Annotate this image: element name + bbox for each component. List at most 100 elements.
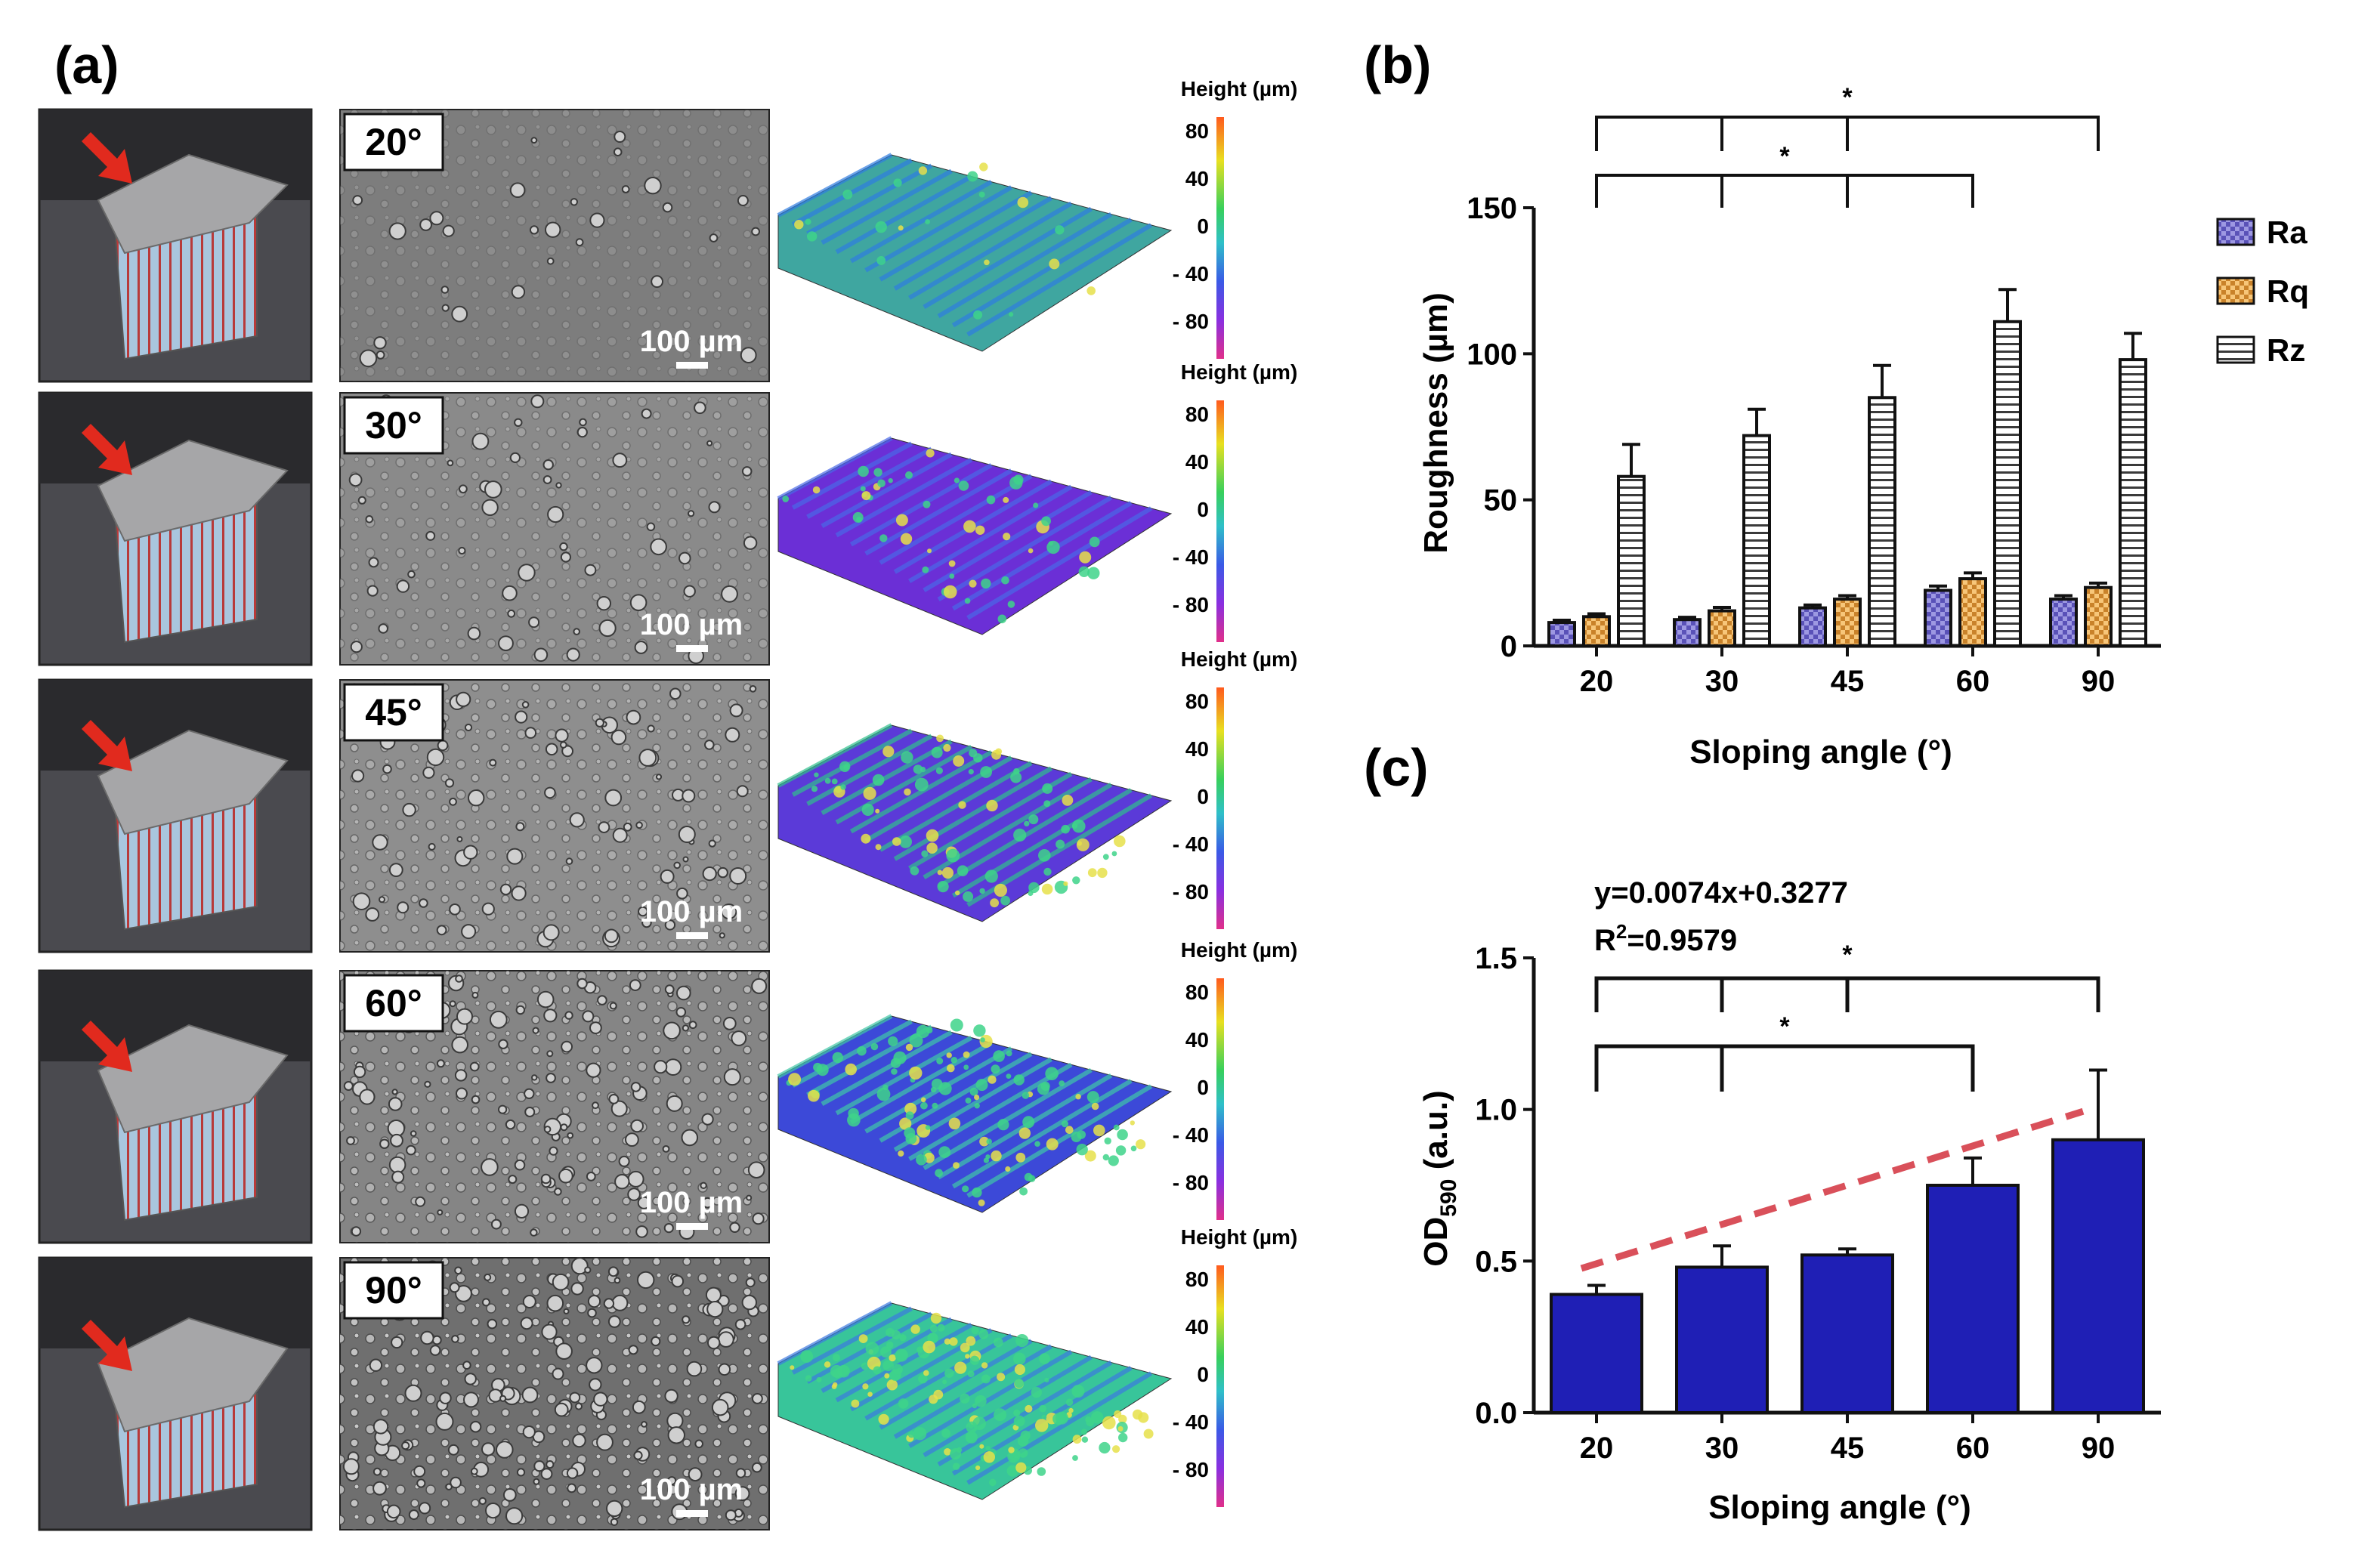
angle-label-box xyxy=(343,1261,444,1320)
scale-bar xyxy=(676,362,708,369)
colorbar-tick-label: 40 xyxy=(1185,1315,1209,1339)
angle-label-box xyxy=(343,974,444,1033)
bar-rz-30 xyxy=(1742,434,1771,647)
bar-rq-30 xyxy=(1708,609,1736,647)
height-colorbar: Height (µm) 80 40 0 - 40 - 80 xyxy=(1173,938,1297,1220)
colorbar-tick-label: 80 xyxy=(1185,690,1209,713)
significance-star: * xyxy=(1779,142,1790,171)
colorbar-tick-label: - 40 xyxy=(1173,545,1209,569)
fit-r-sup: 2 xyxy=(1616,920,1627,943)
bar-od590-20 xyxy=(1550,1293,1643,1414)
bar-rq-20 xyxy=(1582,615,1611,647)
colorbar-title: Height (µm) xyxy=(1181,360,1298,384)
angle-label-box xyxy=(343,113,444,171)
height-map-3d xyxy=(777,1301,1173,1500)
bar-ra-20 xyxy=(1547,621,1576,647)
x-tick-label: 45 xyxy=(1831,1432,1865,1465)
scale-bar xyxy=(676,1510,708,1517)
fit-r-main: R xyxy=(1594,924,1616,957)
colorbar-tick-label: 80 xyxy=(1185,403,1209,426)
chart-c-ylabel-main: OD xyxy=(1417,1217,1454,1267)
chart-c-ylabel: OD590 (a.u.) xyxy=(1417,1090,1461,1266)
od590-chart: 0.0 0.5 1.0 1.5 20 30 45 60 90 * * Sloping angle (… xyxy=(1417,876,2161,1526)
fit-r-value: =0.9579 xyxy=(1627,924,1737,957)
x-tick-label: 60 xyxy=(1956,1432,1990,1465)
render-3d-model xyxy=(38,391,313,666)
panel-a-row-3: 45° 100 µm Height (µm) 80 40 0 - 40 - 80 xyxy=(38,647,1298,953)
sem-image: 90° 100 µm xyxy=(339,1257,770,1530)
colorbar-title: Height (µm) xyxy=(1181,1225,1298,1249)
legend-swatch-rz xyxy=(2216,335,2255,364)
scale-bar-label: 100 µm xyxy=(640,1186,743,1219)
legend-label-ra: Ra xyxy=(2267,215,2307,250)
sem-image: 60° 100 µm xyxy=(339,970,770,1243)
y-tick-label: 100 xyxy=(1467,338,1517,371)
bar-ra-90 xyxy=(2049,598,2078,647)
chart-b-legend: Ra Rq Rz xyxy=(2216,215,2309,368)
x-tick-label: 90 xyxy=(2082,1432,2116,1465)
colorbar-tick-label: - 80 xyxy=(1173,1458,1209,1481)
colorbar-tick-label: - 40 xyxy=(1173,1123,1209,1147)
bar-rq-60 xyxy=(1958,577,1987,647)
x-tick-label: 45 xyxy=(1831,665,1865,698)
panel-a-row-5: 90° 100 µm Height (µm) 80 40 0 - 40 - 80 xyxy=(38,1225,1298,1531)
y-tick-label: 0 xyxy=(1501,630,1517,663)
chart-b-xlabel: Sloping angle (°) xyxy=(1689,734,1952,771)
y-tick-label: 50 xyxy=(1484,484,1518,517)
height-map-3d xyxy=(777,153,1173,352)
scale-bar-label: 100 µm xyxy=(640,325,743,358)
bar-od590-90 xyxy=(2051,1138,2145,1415)
scale-bar-label: 100 µm xyxy=(640,608,743,641)
panel-a-row-4: 60° 100 µm Height (µm) 80 40 0 - 40 - 80 xyxy=(38,938,1297,1244)
regression-line xyxy=(1580,1107,2085,1272)
bar-ra-60 xyxy=(1924,588,1952,647)
angle-label: 20° xyxy=(365,121,422,163)
colorbar-tick-label: 80 xyxy=(1185,981,1209,1004)
y-tick-label: 0.5 xyxy=(1475,1245,1517,1278)
bar-rq-45 xyxy=(1833,598,1862,647)
fit-r-squared: R2=0.9579 xyxy=(1594,920,1737,957)
bar-rz-60 xyxy=(1993,320,2022,647)
height-colorbar: Height (µm) 80 40 0 - 40 - 80 xyxy=(1173,647,1298,929)
colorbar-tick-label: 40 xyxy=(1185,1028,1209,1052)
colorbar-tick-label: - 80 xyxy=(1173,1171,1209,1194)
render-3d-model xyxy=(38,108,313,383)
significance-bracket-lower: * xyxy=(1594,1012,1975,1092)
bar-rz-90 xyxy=(2119,358,2147,647)
x-tick-label: 30 xyxy=(1705,1432,1739,1465)
colorbar-tick-label: - 80 xyxy=(1173,593,1209,616)
legend-swatch-rq xyxy=(2216,276,2255,305)
colorbar-title: Height (µm) xyxy=(1181,647,1298,671)
legend-label-rq: Rq xyxy=(2267,273,2309,309)
scale-bar xyxy=(676,932,708,939)
fit-equation: y=0.0074x+0.3277 xyxy=(1594,876,1848,910)
significance-bracket-upper: * xyxy=(1595,83,2100,151)
colorbar-tick-label: 40 xyxy=(1185,167,1209,190)
colorbar-tick-label: 0 xyxy=(1197,1076,1209,1099)
x-tick-label: 20 xyxy=(1580,1432,1614,1465)
y-tick-label: 0.0 xyxy=(1475,1397,1517,1430)
chart-c-ylabel-unit: (a.u.) xyxy=(1417,1090,1454,1178)
scale-bar-label: 100 µm xyxy=(640,1473,743,1506)
y-tick-label: 150 xyxy=(1467,192,1517,225)
render-3d-model xyxy=(38,678,313,953)
colorbar-tick-label: 0 xyxy=(1197,215,1209,238)
significance-bracket-lower: * xyxy=(1595,142,1974,208)
height-colorbar: Height (µm) 80 40 0 - 40 - 80 xyxy=(1173,1225,1298,1507)
x-tick-label: 60 xyxy=(1956,665,1990,698)
scale-bar xyxy=(676,645,708,652)
height-map-3d xyxy=(777,723,1173,922)
panel-a-row-1: 20° 100 µm Height (µm) 80 40 0 - 40 - 80 xyxy=(38,77,1297,383)
angle-label: 30° xyxy=(365,404,422,446)
panel-a-row-2: 30° 100 µm Height (µm) 80 40 0 - 40 - 80 xyxy=(38,360,1298,666)
y-tick-label: 1.0 xyxy=(1475,1094,1517,1127)
colorbar-tick-label: - 40 xyxy=(1173,1410,1209,1434)
red-arrow-icon xyxy=(82,132,132,184)
colorbar-tick-label: 0 xyxy=(1197,785,1209,808)
legend-label-rz: Rz xyxy=(2267,332,2305,368)
red-arrow-icon xyxy=(82,720,132,771)
colorbar-tick-label: 40 xyxy=(1185,450,1209,474)
colorbar-tick-label: 80 xyxy=(1185,1268,1209,1291)
chart-b-ylabel: Roughness (µm) xyxy=(1417,292,1454,554)
